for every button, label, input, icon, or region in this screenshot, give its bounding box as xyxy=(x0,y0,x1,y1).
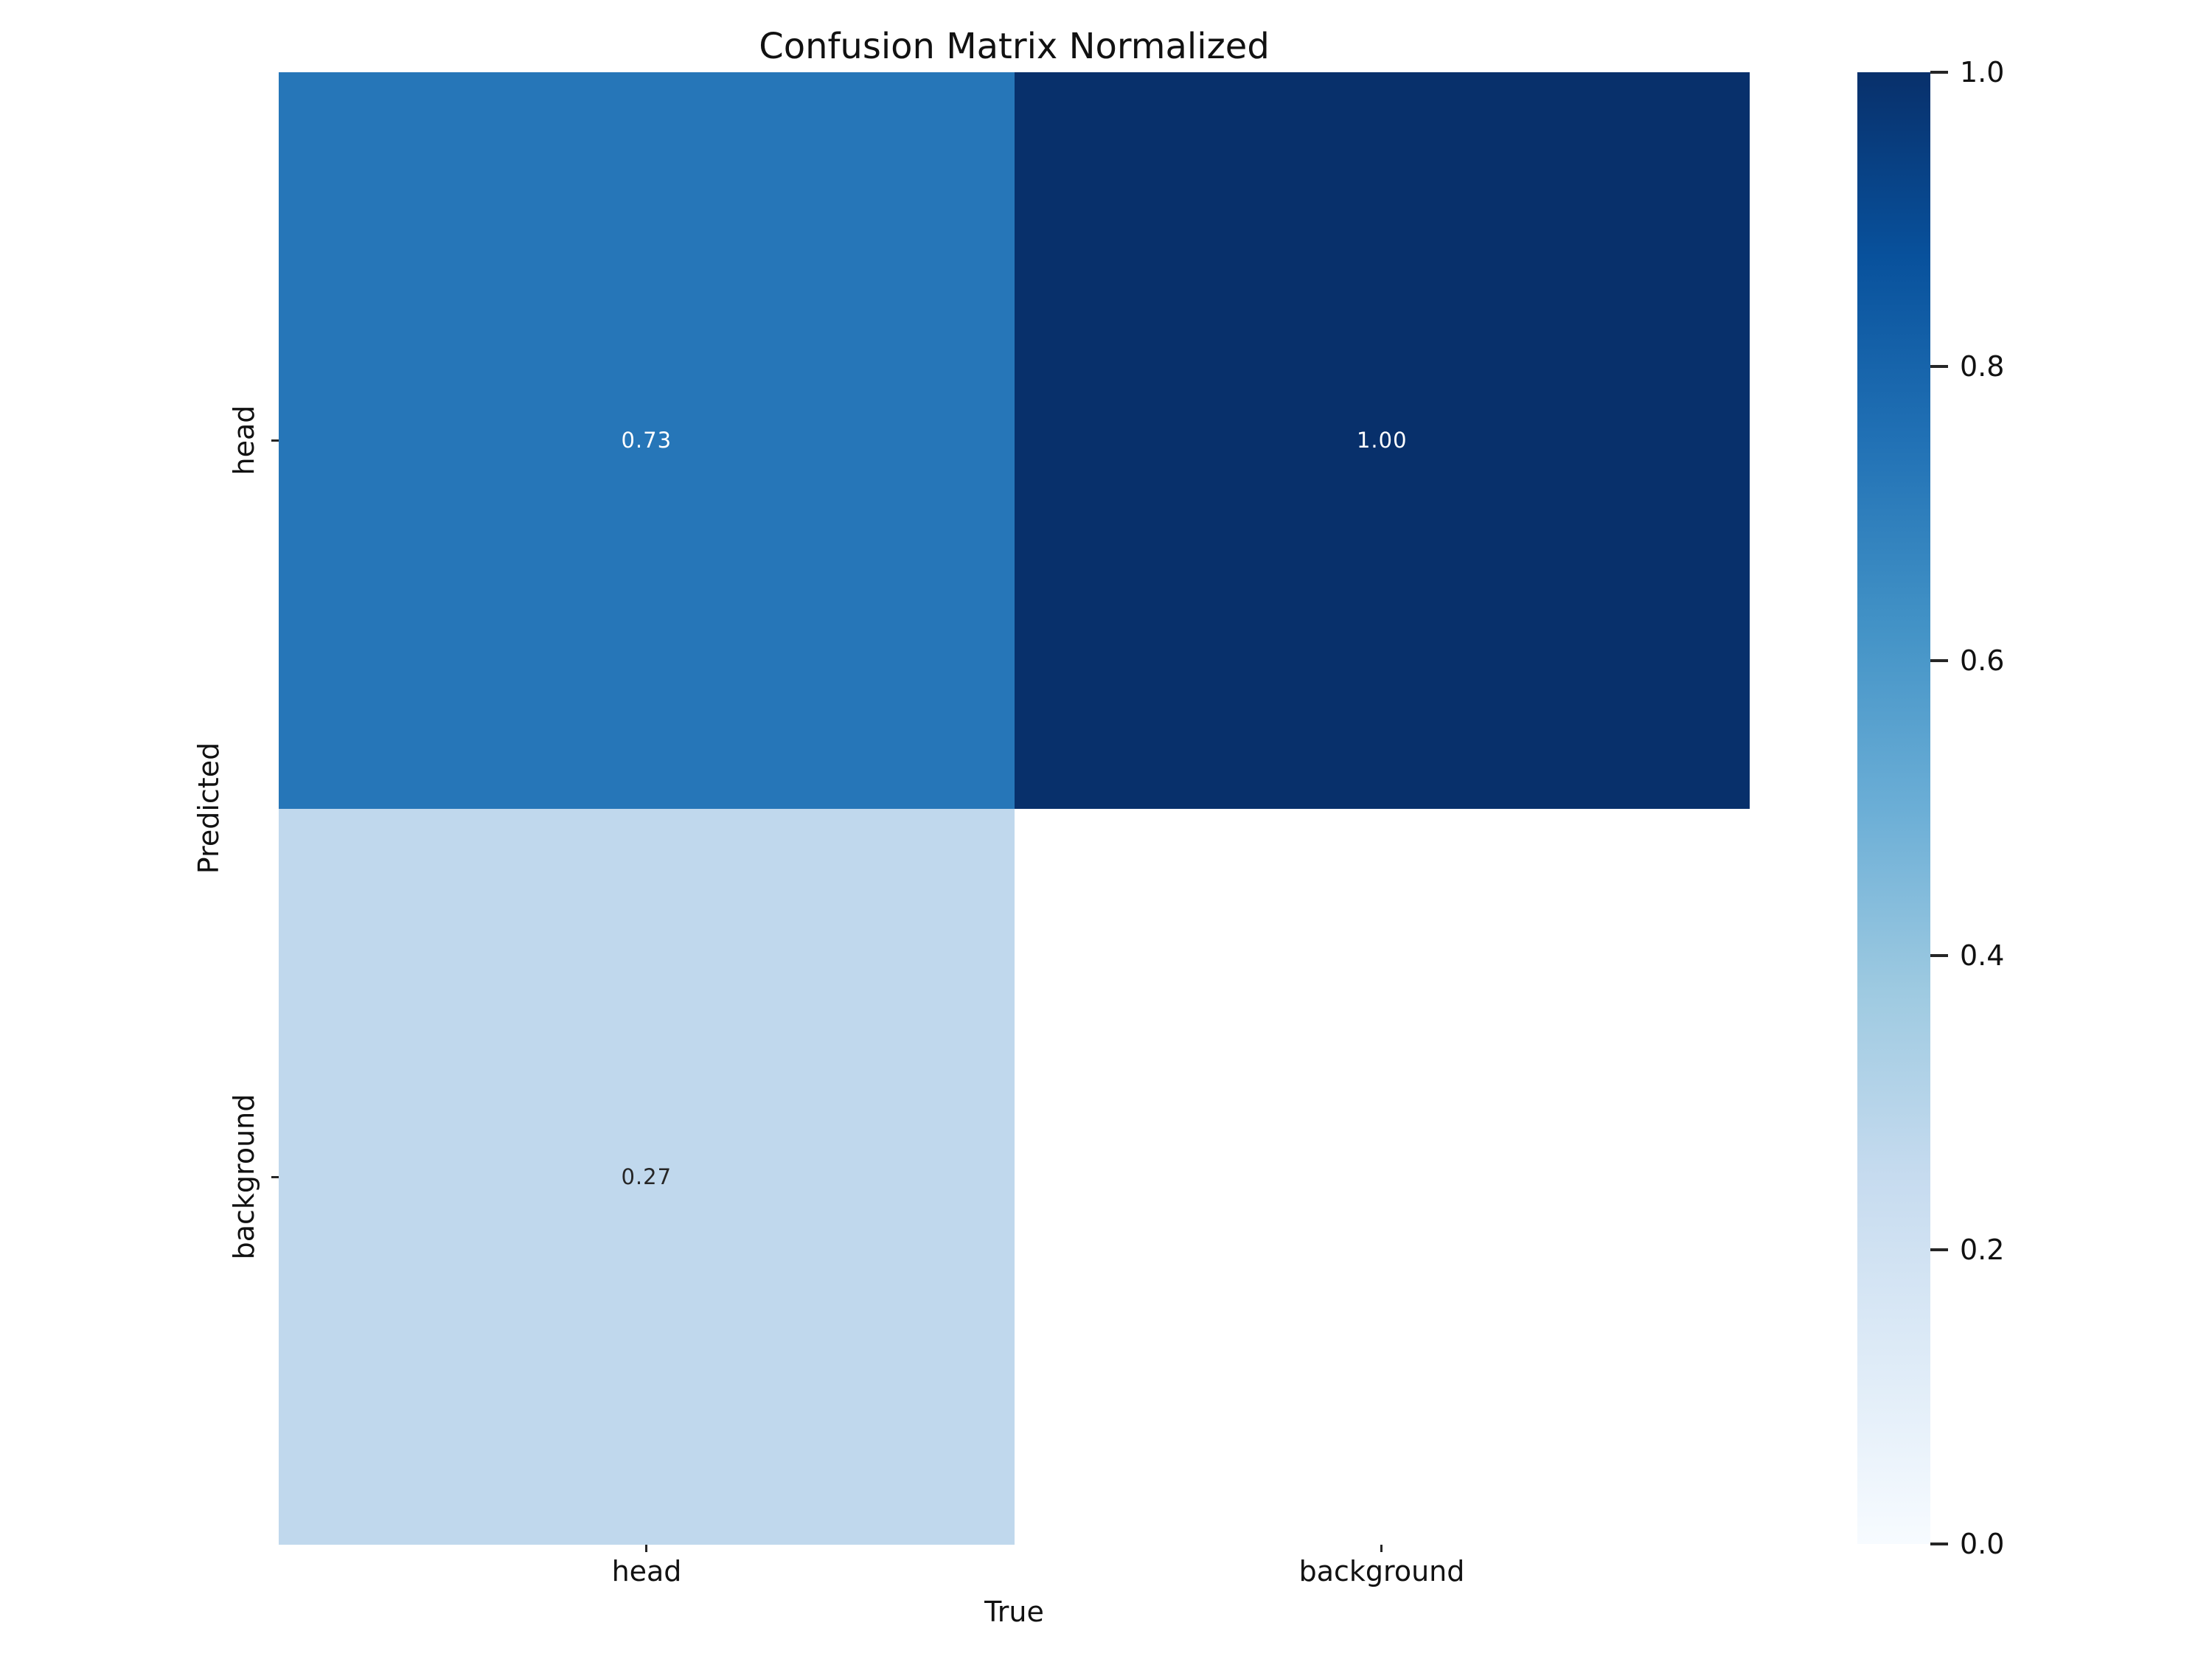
heatmap-cell-predicted-background-true-head: 0.27 xyxy=(279,808,1015,1545)
colorbar-tick xyxy=(1930,71,1948,74)
chart-title: Confusion Matrix Normalized xyxy=(759,26,1270,67)
heatmap-grid: 0.73 1.00 0.27 xyxy=(279,72,1750,1545)
colorbar-tick xyxy=(1930,365,1948,369)
colorbar-tick-label: 0.6 xyxy=(1960,644,2005,678)
colorbar-tick-label: 0.0 xyxy=(1960,1528,2005,1560)
cell-value: 0.27 xyxy=(621,1164,672,1189)
x-axis-tick-head xyxy=(645,1545,647,1552)
colorbar-tick-label: 0.2 xyxy=(1960,1233,2005,1266)
y-tick-label-head: head xyxy=(228,405,260,476)
colorbar-tick-label: 1.0 xyxy=(1960,56,2005,88)
heatmap-cell-predicted-head-true-background: 1.00 xyxy=(1014,72,1750,809)
colorbar-tick xyxy=(1930,1543,1948,1545)
heatmap-cell-predicted-head-true-head: 0.73 xyxy=(279,72,1015,809)
y-axis-tick-head xyxy=(271,439,279,442)
x-axis-tick-background xyxy=(1380,1545,1382,1552)
colorbar-labels: 1.0 0.8 0.6 0.4 0.2 0.0 xyxy=(1960,58,2048,1558)
colorbar-tick xyxy=(1930,659,1948,663)
colorbar-tick-label: 0.8 xyxy=(1960,350,2005,383)
x-axis-label: True xyxy=(984,1596,1044,1628)
cell-value: 0.73 xyxy=(621,428,672,453)
colorbar-tick xyxy=(1930,1248,1948,1251)
colorbar-tick-label: 0.4 xyxy=(1960,939,2005,972)
cell-value: 1.00 xyxy=(1356,428,1408,453)
x-tick-label-background: background xyxy=(1298,1555,1465,1587)
y-tick-label-background: background xyxy=(228,1093,260,1260)
colorbar-tick xyxy=(1930,953,1948,957)
heatmap-cell-predicted-background-true-background xyxy=(1014,808,1750,1545)
colorbar-ticks xyxy=(1930,71,1948,1545)
x-tick-label-head: head xyxy=(611,1555,682,1587)
y-axis-label: Predicted xyxy=(192,742,225,874)
colorbar-gradient xyxy=(1857,72,1930,1544)
y-axis-tick-background xyxy=(271,1176,279,1178)
